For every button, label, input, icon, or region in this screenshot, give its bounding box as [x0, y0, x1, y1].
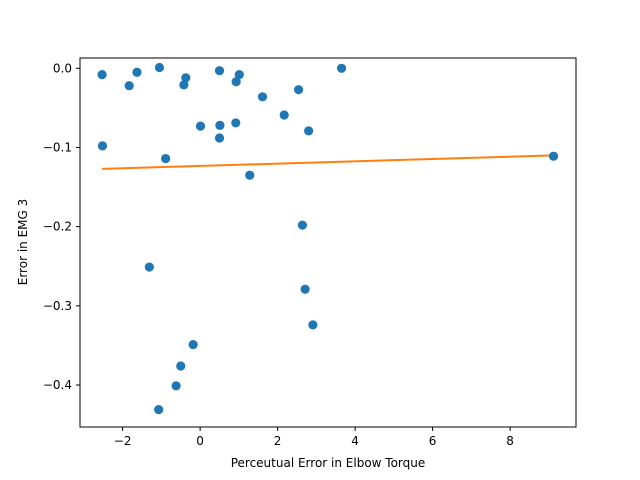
- y-tick-label: 0.0: [53, 61, 72, 75]
- scatter-point: [188, 340, 198, 350]
- x-tick-label: 8: [506, 434, 514, 448]
- y-tick-label: −0.4: [43, 378, 72, 392]
- scatter-point: [176, 361, 186, 371]
- scatter-points-layer: [97, 62, 559, 415]
- y-tick-label: −0.2: [43, 220, 72, 234]
- scatter-point: [214, 133, 225, 143]
- scatter-point: [231, 77, 241, 87]
- x-tick-label: 0: [196, 434, 204, 448]
- y-axis-label: Error in EMG 3: [16, 199, 30, 286]
- scatter-point: [154, 62, 165, 73]
- scatter-point: [97, 70, 107, 80]
- scatter-point: [257, 92, 268, 102]
- scatter-point: [124, 81, 134, 91]
- scatter-point: [144, 262, 154, 272]
- scatter-point: [215, 120, 225, 130]
- fit-line: [102, 154, 554, 170]
- x-tick-label: −2: [114, 434, 132, 448]
- scatter-point: [308, 320, 318, 330]
- scatter-point: [171, 381, 181, 391]
- scatter-point: [279, 110, 289, 120]
- scatter-point: [304, 126, 314, 136]
- scatter-point: [181, 73, 191, 83]
- scatter-point: [132, 67, 142, 77]
- scatter-point: [231, 118, 241, 128]
- x-tick-label: 2: [274, 434, 282, 448]
- scatter-point: [293, 85, 304, 95]
- scatter-point: [300, 284, 310, 294]
- y-tick-label: −0.3: [43, 299, 72, 313]
- scatter-point: [195, 121, 206, 131]
- x-tick-label: 4: [351, 434, 359, 448]
- fit-line-layer: [102, 154, 554, 170]
- plot-area-frame: [79, 57, 577, 428]
- scatter-point: [179, 80, 189, 90]
- scatter-point: [154, 404, 164, 415]
- x-axis-label: Perceutual Error in Elbow Torque: [231, 456, 426, 470]
- scatter-point: [97, 141, 108, 151]
- scatter-point: [245, 170, 255, 180]
- scatter-point: [548, 151, 559, 161]
- scatter-point: [297, 220, 308, 230]
- y-axis-ticks: 0.0 −0.1 −0.2 −0.3 −0.4: [43, 61, 80, 392]
- x-tick-label: 6: [429, 434, 437, 448]
- scatter-point: [214, 66, 225, 76]
- scatter-point: [161, 153, 171, 164]
- scatter-point: [234, 70, 244, 80]
- scatter-point: [336, 63, 347, 73]
- x-axis-ticks: −2 0 2 4 6 8: [114, 427, 514, 448]
- y-tick-label: −0.1: [43, 140, 72, 154]
